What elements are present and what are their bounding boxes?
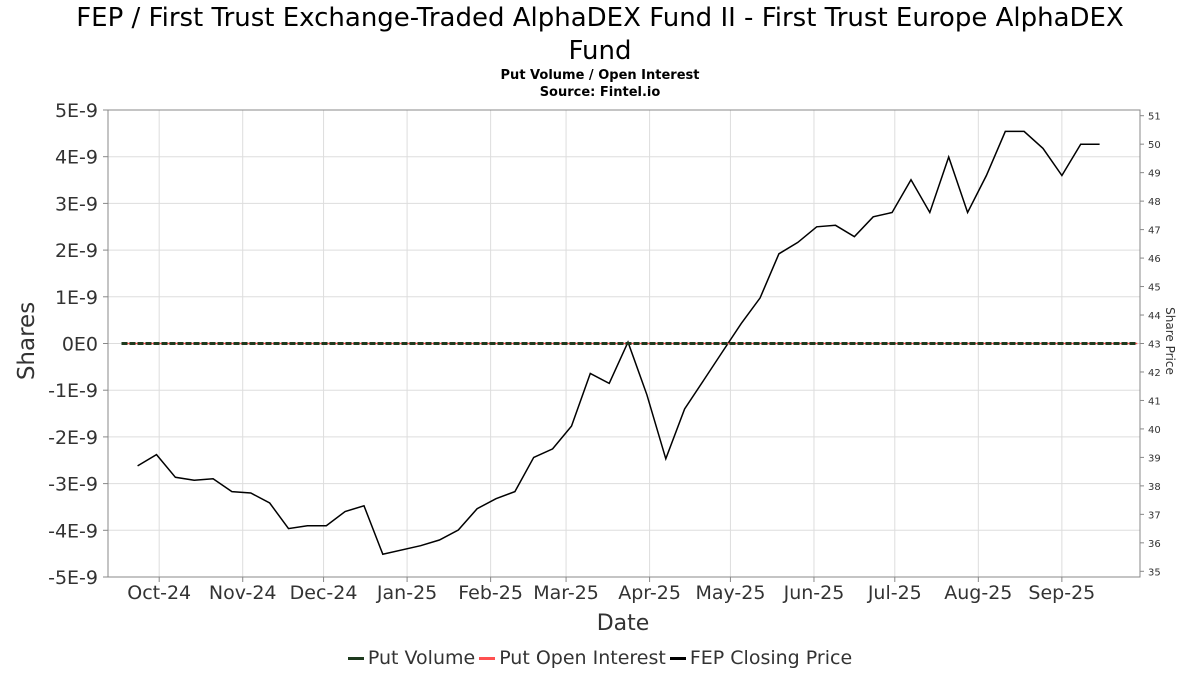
x-tick-label: Dec-24 bbox=[290, 582, 358, 604]
x-axis-label: Date bbox=[597, 611, 650, 636]
x-tick-label: Aug-25 bbox=[944, 582, 1012, 604]
chart-title-line-2: Fund bbox=[568, 36, 632, 66]
y2-tick-label: 40 bbox=[1148, 425, 1161, 436]
legend-label-closing-price: FEP Closing Price bbox=[689, 647, 853, 669]
x-tick-label: Jan-25 bbox=[376, 582, 437, 604]
y2-tick-label: 48 bbox=[1148, 197, 1161, 208]
y2-tick-label: 36 bbox=[1148, 539, 1161, 550]
y-tick-label: -4E-9 bbox=[48, 520, 98, 542]
y2-tick-label: 42 bbox=[1148, 368, 1161, 379]
y2-tick-label: 47 bbox=[1148, 226, 1161, 237]
y2-tick-label: 45 bbox=[1148, 283, 1161, 294]
y-tick-label: -5E-9 bbox=[48, 567, 98, 589]
y2-tick-label: 37 bbox=[1148, 510, 1161, 521]
y2-axis-label: Share Price bbox=[1163, 307, 1177, 375]
x-tick-label: May-25 bbox=[695, 582, 765, 604]
y-tick-label: 1E-9 bbox=[55, 287, 98, 309]
legend-swatch-closing-price bbox=[669, 656, 686, 660]
x-tick-label: Oct-24 bbox=[127, 582, 191, 604]
x-tick-label: Jun-25 bbox=[783, 582, 845, 604]
y-tick-label: -1E-9 bbox=[48, 380, 98, 402]
chart-subtitle: Put Volume / Open Interest bbox=[500, 68, 700, 83]
legend-item-put-volume: Put Volume bbox=[347, 647, 476, 669]
y-tick-label: -2E-9 bbox=[48, 427, 98, 449]
y2-tick-label: 46 bbox=[1148, 254, 1161, 265]
legend-swatch-put-open-interest bbox=[479, 656, 496, 660]
legend-item-put-open-interest: Put Open Interest bbox=[479, 647, 666, 669]
x-tick-label: Jul-25 bbox=[867, 582, 922, 604]
series-layer bbox=[121, 130, 1138, 556]
y2-tick-label: 44 bbox=[1148, 311, 1161, 322]
y2-tick-label: 43 bbox=[1148, 340, 1161, 351]
y2-tick-label: 41 bbox=[1148, 396, 1161, 407]
y2-tick-label: 39 bbox=[1148, 453, 1161, 464]
x-tick-label: Apr-25 bbox=[618, 582, 681, 604]
axes: 5E-9 4E-9 3E-9 2E-9 1E-9 0E0 -1E-9 -2E-9 -3E-9 -4… bbox=[48, 100, 1161, 604]
y-tick-label: 3E-9 bbox=[55, 193, 98, 215]
y2-tick-label: 51 bbox=[1148, 112, 1161, 123]
x-tick-label: Sep-25 bbox=[1028, 582, 1095, 604]
y-axis-label: Shares bbox=[14, 302, 40, 380]
x-tick-label: Mar-25 bbox=[533, 582, 599, 604]
legend-label-put-volume: Put Volume bbox=[367, 647, 476, 669]
y-tick-label: 5E-9 bbox=[55, 100, 98, 122]
chart-source: Source: Fintel.io bbox=[539, 85, 661, 100]
y2-tick-label: 35 bbox=[1148, 567, 1161, 578]
legend-item-closing-price: FEP Closing Price bbox=[669, 647, 853, 669]
y-tick-label: 2E-9 bbox=[55, 240, 98, 262]
y2-tick-label: 38 bbox=[1148, 482, 1161, 493]
y-tick-label: 0E0 bbox=[62, 334, 98, 356]
y2-tick-label: 50 bbox=[1148, 140, 1161, 151]
chart-title-line-1: FEP / First Trust Exchange-Traded AlphaD… bbox=[76, 3, 1124, 33]
chart-legend: Put Volume Put Open Interest FEP Closing… bbox=[0, 647, 1200, 669]
legend-swatch-put-volume bbox=[347, 656, 364, 660]
x-tick-label: Feb-25 bbox=[458, 582, 523, 604]
x-tick-label: Nov-24 bbox=[209, 582, 277, 604]
legend-label-put-open-interest: Put Open Interest bbox=[499, 647, 666, 669]
y-tick-label: -3E-9 bbox=[48, 474, 98, 496]
y-tick-label: 4E-9 bbox=[55, 147, 98, 169]
y2-tick-label: 49 bbox=[1148, 169, 1161, 180]
